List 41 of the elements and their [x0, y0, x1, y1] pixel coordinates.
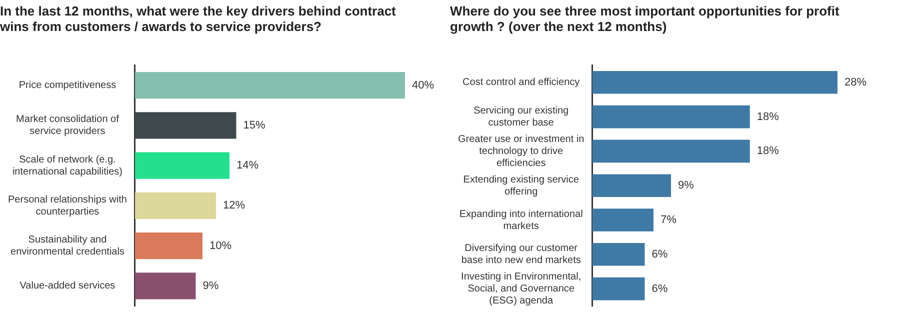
chart-title: In the last 12 months, what were the key drivers behind contract wins from customers / awards to service providers?	[0, 3, 397, 34]
y-tick-label: Servicing our existing customer base	[474, 106, 569, 129]
bar	[592, 140, 750, 163]
chart-title: Where do you see three most important opportunities for profit growth ? (over the next 12 months)	[450, 3, 840, 34]
y-tick-label: Extending existing service offering	[463, 174, 580, 198]
bar	[134, 152, 230, 179]
data-label: 6%	[652, 282, 668, 295]
bar	[592, 242, 645, 266]
data-label: 9%	[202, 280, 219, 292]
bar	[592, 208, 654, 232]
data-label: 6%	[652, 248, 668, 260]
data-label: 10%	[209, 240, 232, 252]
data-label: 28%	[844, 76, 867, 88]
data-label: 7%	[660, 214, 677, 226]
y-tick-label: Scale of network (e.g. international capabilities)	[12, 154, 123, 178]
data-label: 15%	[243, 119, 266, 132]
data-label: 18%	[756, 145, 780, 158]
y-tick-label: Expanding into international markets	[459, 208, 583, 232]
y-tick-label: Value-added services	[20, 280, 116, 292]
bar	[134, 192, 216, 219]
y-tick-label: Investing in Environmental, Social, and Governance (ESG) agenda	[461, 272, 582, 307]
bar	[592, 277, 645, 300]
data-label: 14%	[236, 160, 259, 172]
y-tick-label: Sustainability and environmental credentials	[10, 234, 124, 258]
bar	[592, 105, 750, 128]
bar	[592, 70, 838, 94]
data-label: 9%	[678, 180, 694, 192]
bar	[592, 174, 672, 198]
y-tick-label: Price competitiveness	[18, 80, 116, 92]
data-label: 12%	[222, 200, 246, 212]
bar	[134, 72, 405, 99]
y-tick-label: Personal relationships with counterparties	[8, 194, 127, 218]
bar	[134, 272, 196, 300]
y-tick-label: Diversifying our customer base into new end markets	[461, 243, 581, 266]
y-tick-label: Market consolidation of service providers	[16, 114, 120, 138]
data-label: 18%	[756, 110, 780, 123]
y-tick-label: Greater use or investment in technology to drive efficiencies	[458, 134, 584, 169]
y-tick-label: Cost control and efficiency	[462, 77, 580, 88]
bar	[134, 232, 202, 260]
data-label: 40%	[412, 79, 434, 92]
bar	[134, 112, 236, 139]
